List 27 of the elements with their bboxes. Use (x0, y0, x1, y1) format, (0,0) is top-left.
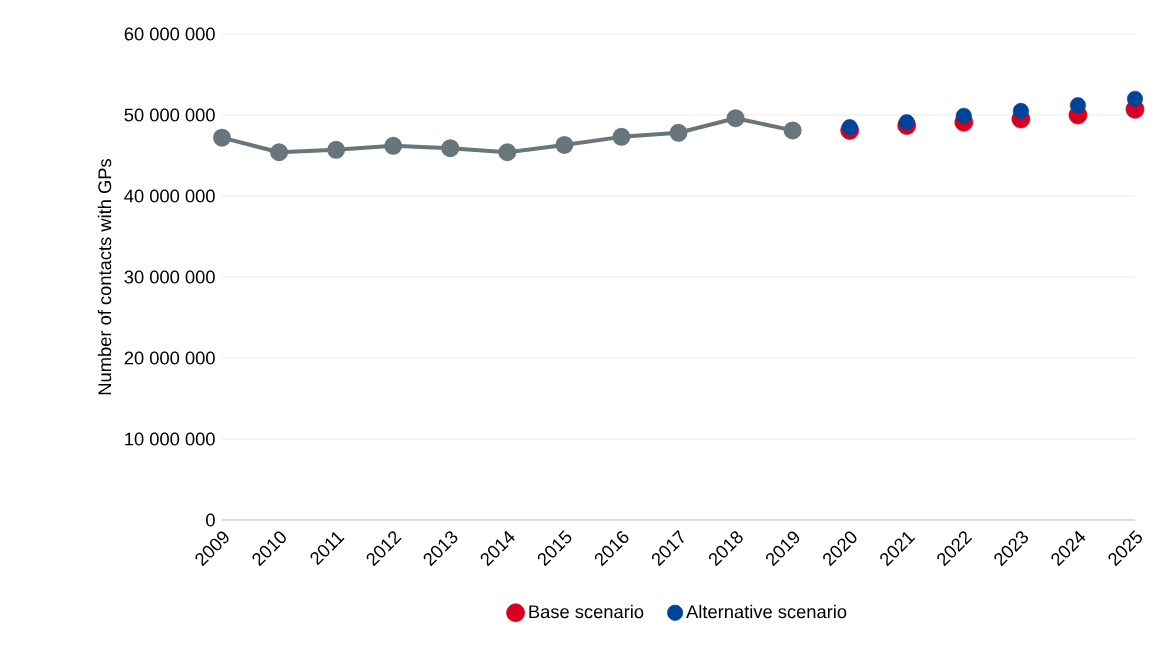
y-tick-label: 30 000 000 (124, 270, 215, 284)
y-tick-label: 40 000 000 (124, 189, 215, 203)
point (384, 136, 403, 155)
point (213, 128, 232, 147)
y-tick-label: 0 (206, 513, 215, 527)
point (955, 107, 972, 124)
legend-label: Alternative scenario (686, 604, 847, 619)
point (498, 143, 517, 162)
point (898, 114, 915, 131)
point (612, 127, 631, 146)
y-tick-label: 60 000 000 (124, 27, 215, 41)
legend-label: Base scenario (529, 604, 644, 619)
point (270, 143, 289, 162)
point (1069, 97, 1086, 114)
point (841, 119, 858, 136)
point (327, 140, 346, 159)
point (726, 109, 745, 128)
point (783, 121, 802, 140)
y-axis-title: Number of contacts with GPs (97, 158, 112, 395)
point (669, 123, 688, 142)
point (441, 139, 460, 158)
point (555, 135, 574, 154)
point (1012, 102, 1029, 119)
point (1127, 90, 1144, 107)
y-tick-label: 20 000 000 (124, 351, 215, 365)
y-tick-label: 50 000 000 (124, 108, 215, 122)
y-tick-label: 10 000 000 (125, 432, 215, 446)
